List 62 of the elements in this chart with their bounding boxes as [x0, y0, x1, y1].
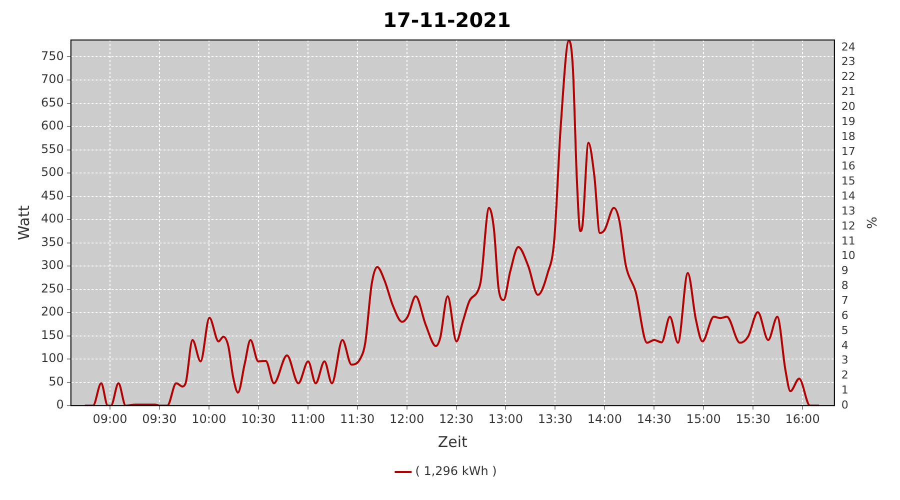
x-tick-label: 13:00 [488, 412, 524, 426]
y2-tick-label: 9 [841, 264, 848, 278]
y-axis-title: Watt [14, 205, 33, 240]
x-tick-label: 09:30 [142, 412, 177, 426]
y2-tick-label: 10 [841, 249, 856, 262]
x-tick-label: 09:00 [92, 412, 128, 426]
y-tick-label: 700 [41, 72, 64, 86]
y2-tick-label: 8 [841, 279, 848, 292]
y2-tick-label: 13 [841, 204, 856, 218]
x-tick-label: 12:30 [438, 412, 474, 426]
y-tick-label: 100 [41, 351, 64, 366]
x-tick-label: 11:30 [340, 412, 375, 426]
y2-tick-label: 22 [841, 70, 856, 84]
y2-tick-label: 5 [841, 324, 848, 337]
x-tick-label: 11:00 [290, 412, 326, 426]
y2-tick-label: 6 [841, 308, 848, 322]
y2-tick-label: 23 [841, 55, 856, 68]
y2-tick-label: 11 [841, 234, 856, 248]
y2-tick-label: 0 [841, 398, 848, 412]
x-tick-label: 14:30 [636, 412, 672, 426]
y2-tick-label: 15 [841, 174, 856, 188]
y-tick-label: 200 [41, 304, 64, 319]
y-tick-label: 300 [41, 258, 64, 272]
y2-tick-label: 20 [841, 100, 856, 114]
y2-tick-label: 2 [841, 368, 848, 382]
y-tick-label: 600 [41, 118, 64, 133]
y2-tick-label: 4 [841, 338, 848, 352]
y2-tick-label: 12 [841, 219, 856, 232]
y-tick-label: 550 [41, 142, 64, 156]
y-tick-label: 500 [41, 165, 64, 180]
y-tick-label: 50 [48, 374, 64, 388]
y2-tick-label: 16 [841, 160, 856, 173]
y2-tick-label: 21 [841, 85, 856, 98]
x-tick-label: 10:00 [192, 412, 226, 426]
y-tick-label: 450 [41, 188, 64, 202]
x-tick-label: 13:30 [538, 412, 572, 426]
line-series [84, 40, 820, 406]
y-tick-label: 0 [56, 398, 64, 412]
y-tick-label: 150 [41, 328, 64, 342]
x-tick-label: 15:00 [686, 412, 721, 426]
y2-tick-label: 24 [841, 40, 856, 54]
chart-title: 17-11-2021 [383, 8, 511, 32]
y2-tick-label: 1 [841, 384, 848, 397]
y2-tick-label: 7 [841, 294, 848, 307]
y-tick-label: 650 [41, 95, 64, 110]
y2-tick-label: 14 [841, 190, 856, 203]
y2-tick-label: 17 [841, 144, 856, 158]
y2-tick-label: 3 [841, 354, 848, 367]
y2-axis-title: % [862, 216, 878, 229]
y-tick-label: 400 [41, 212, 64, 226]
y-tick-label: 250 [41, 281, 64, 296]
x-tick-label: 14:00 [587, 412, 622, 426]
y2-tick-label: 18 [841, 130, 856, 143]
x-tick-label: 12:00 [390, 412, 424, 426]
x-tick-label: 10:30 [241, 412, 276, 426]
y2-tick-label: 19 [841, 114, 856, 128]
legend-label: ( 1,296 kWh ) [415, 464, 497, 478]
y-tick-label: 350 [41, 234, 64, 249]
x-tick-label: 15:30 [736, 412, 770, 426]
x-axis-title: Zeit [438, 432, 468, 451]
x-tick-label: 16:00 [785, 412, 820, 426]
y-tick-label: 750 [41, 48, 64, 63]
